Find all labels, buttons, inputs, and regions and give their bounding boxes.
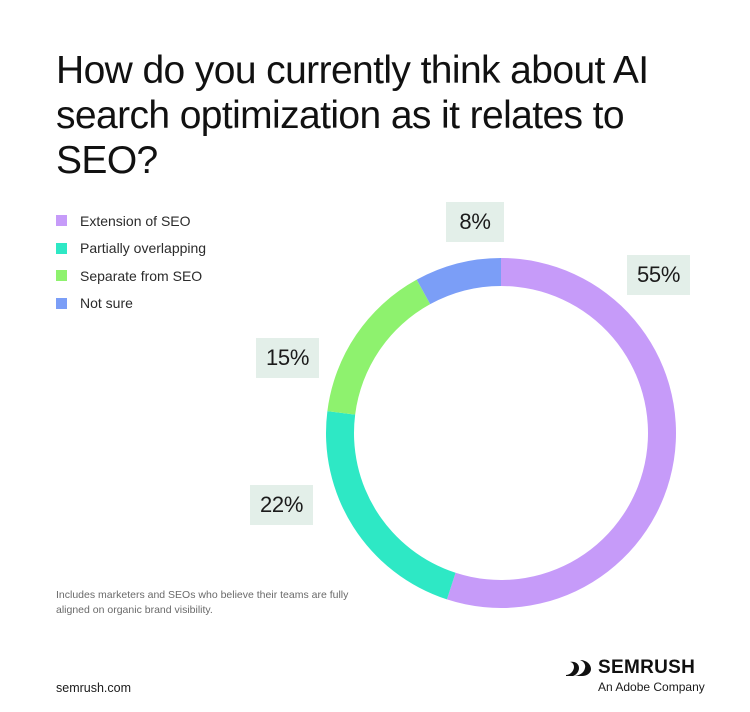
legend-swatch-partially-overlapping xyxy=(56,242,67,254)
legend-item-not-sure: Not sure xyxy=(56,290,206,318)
site-url[interactable]: semrush.com xyxy=(56,681,132,695)
brand-logo: SEMRUSH An Adobe Company xyxy=(565,657,705,694)
legend-label-not-sure: Not sure xyxy=(80,295,133,312)
legend-swatch-not-sure xyxy=(56,297,67,309)
legend-swatch-extension-of-seo xyxy=(56,215,67,227)
legend-item-partially-overlapping: Partially overlapping xyxy=(56,235,206,263)
legend: Extension of SEO Partially overlapping S… xyxy=(56,207,206,317)
legend-label-partially-overlapping: Partially overlapping xyxy=(80,240,207,257)
legend-item-extension-of-seo: Extension of SEO xyxy=(56,207,206,235)
legend-item-separate-from-seo: Separate from SEO xyxy=(56,262,206,290)
legend-label-separate-from-seo: Separate from SEO xyxy=(80,267,203,284)
value-label-extension-of-seo: 55% xyxy=(627,255,691,295)
donut-slice-extension-of-seo xyxy=(446,258,677,608)
donut-slice-separate-from-seo xyxy=(327,279,431,415)
footnote: Includes marketers and SEOs who believe … xyxy=(56,589,349,616)
brand-name: SEMRUSH xyxy=(598,657,696,678)
legend-label-extension-of-seo: Extension of SEO xyxy=(80,212,191,229)
brand-tagline: An Adobe Company xyxy=(598,680,705,694)
value-label-separate-from-seo: 15% xyxy=(256,338,320,378)
chart-title: How do you currently think about AI sear… xyxy=(56,49,649,182)
donut-slice-not-sure xyxy=(416,258,501,305)
value-label-not-sure: 8% xyxy=(446,202,504,242)
donut-slice-partially-overlapping xyxy=(325,411,456,600)
value-label-partially-overlapping: 22% xyxy=(250,485,314,525)
legend-swatch-separate-from-seo xyxy=(56,270,67,282)
semrush-flame-icon xyxy=(566,660,591,676)
